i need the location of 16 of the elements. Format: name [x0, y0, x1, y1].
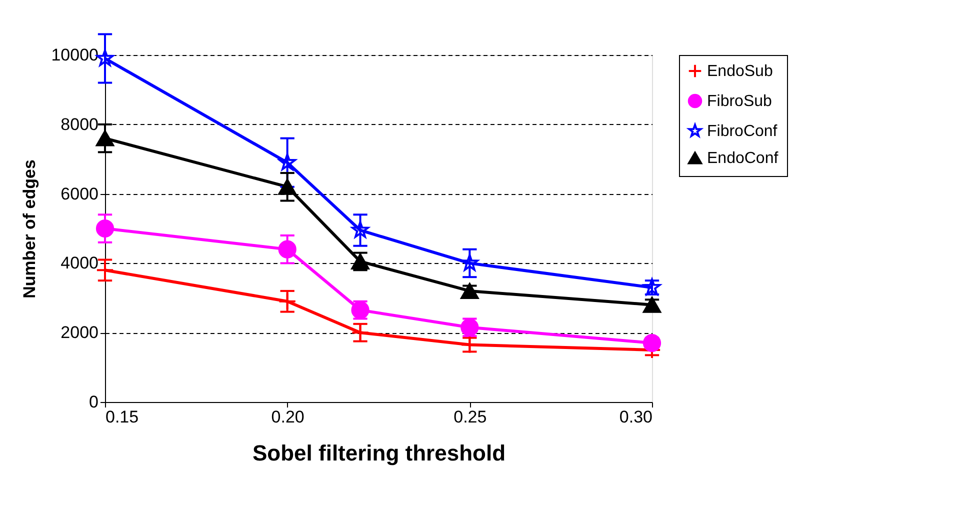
legend-label: EndoConf — [707, 150, 779, 167]
x-tick-label: 0.20 — [271, 408, 304, 426]
y-tick-label: 6000 — [60, 184, 98, 204]
x-tick-label: 0.15 — [106, 408, 139, 426]
y-tick-label: 0 — [89, 392, 98, 412]
y-axis-title: Number of edges — [20, 160, 40, 298]
y-tick-label: 2000 — [60, 323, 98, 342]
x-tick-label: 0.25 — [454, 408, 487, 426]
y-tick-label: 4000 — [60, 254, 98, 273]
legend-label: FibroConf — [707, 123, 778, 140]
x-tick-label: 0.30 — [619, 408, 652, 426]
y-tick-label: 10000 — [51, 46, 98, 64]
legend-label: FibroSub — [707, 93, 772, 110]
y-tick-label: 8000 — [60, 114, 98, 134]
legend-label: EndoSub — [707, 63, 773, 80]
x-axis-title: Sobel filtering threshold — [252, 440, 506, 466]
